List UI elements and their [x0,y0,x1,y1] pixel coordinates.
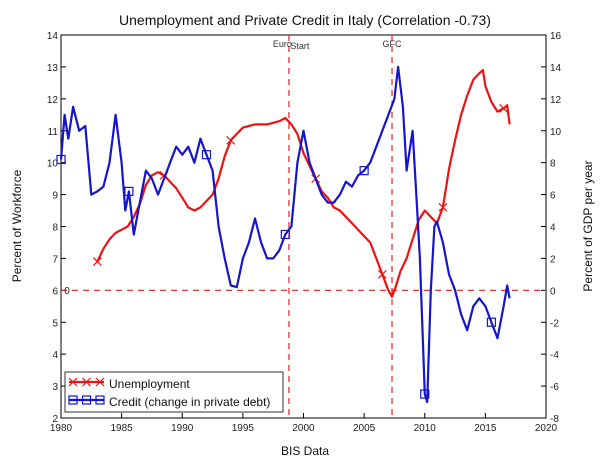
legend-box [64,371,284,413]
y-left-tick-label: 7 [52,254,58,265]
y-right-tick-label: 8 [550,159,556,170]
y-left-tick-label: 8 [52,223,58,234]
y-left-tick-label: 4 [52,350,58,361]
y-right-tick-label: -6 [550,382,559,393]
legend-items [68,377,105,405]
legend-marker-1 [95,395,105,405]
y-left-tick-label: 13 [47,63,59,74]
y-left-tick-label: 14 [47,31,59,42]
legend-marker-0 [95,377,105,387]
right-y-axis: -8 -6 -4 -2 0 2 4 6 8 10 12 14 16 [541,31,562,425]
annotation-euro: Euro [273,39,292,49]
annotation-start: Start [290,41,310,51]
legend-marker-0 [82,377,91,387]
x-tick-label: 2000 [292,423,315,434]
x-tick-label: 1985 [111,423,134,434]
y-right-tick-label: -2 [550,318,559,329]
legend-marker-1 [81,395,92,405]
y-left-tick-label: 11 [48,127,59,138]
y-left-tick-label: 6 [52,286,58,297]
x-tick-label: 1990 [171,423,194,434]
y-right-tick-label: 4 [550,223,556,234]
annotation-gfc: GFC [383,39,402,49]
series-marker-1 [280,229,290,240]
legend-marker-0 [68,377,78,387]
y-right-tick-label: -4 [550,350,559,361]
series-marker-0 [226,135,236,145]
series-marker-0 [438,202,448,212]
series-marker-1 [486,317,497,327]
x-axis: 1980 1985 1990 1995 2000 2005 2010 2015 2020 [50,413,558,434]
left-y-axis: 2 3 4 5 6 7 8 9 10 11 12 13 14 [47,31,66,425]
chart-title: Unemployment and Private Credit in Italy… [119,12,491,28]
series-line-1 [59,65,511,404]
right-y-axis-title: Percent of GDP per year [581,160,595,291]
y-right-tick-label: 6 [550,191,556,202]
reference-lines [61,35,546,418]
legend-label-unemployment: Unemployment [109,377,190,391]
series-marker-1 [420,389,430,399]
legend: Unemployment Credit (change in private d… [64,371,284,413]
y-left-tick-label: 10 [47,159,59,170]
x-tick-label: 2005 [353,423,376,434]
y-right-tick-label: 10 [550,127,562,138]
y-left-tick-label: 9 [52,191,58,202]
series-marker-1 [124,186,134,196]
x-tick-label: 2010 [414,423,437,434]
series-marker-0 [377,269,387,279]
y-right-tick-label: 0 [550,286,556,297]
zero-label: 0 [64,286,70,297]
left-y-axis-title: Percent of Workforce [10,169,24,282]
x-tick-label: 2020 [535,423,558,434]
y-left-tick-label: 12 [47,95,59,106]
y-right-tick-label: 16 [550,31,562,42]
y-right-tick-label: 12 [550,95,562,106]
legend-marker-1 [68,395,78,405]
series-marker-1 [201,150,212,160]
series-marker-1 [56,154,66,165]
x-tick-label: 2015 [474,423,497,434]
series-marker-1 [359,166,369,176]
y-right-tick-label: 2 [550,254,556,265]
y-right-tick-label: 14 [550,63,562,74]
y-right-tick-label: -8 [550,414,559,425]
legend-label-credit: Credit (change in private debt) [109,395,270,409]
series-marker-0 [92,257,102,267]
y-left-tick-label: 3 [52,382,58,393]
x-axis-title: BIS Data [281,444,329,458]
y-left-tick-label: 2 [52,414,58,425]
series-marker-0 [499,103,508,113]
x-tick-label: 1995 [232,423,255,434]
x-tick-label: 1980 [50,423,73,434]
y-left-tick-label: 5 [52,318,58,329]
series-group [56,65,511,404]
